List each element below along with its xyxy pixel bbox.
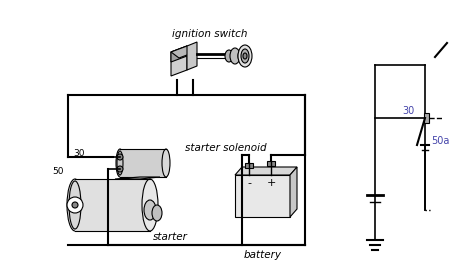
Ellipse shape: [162, 149, 170, 177]
Text: 30: 30: [403, 106, 415, 116]
Ellipse shape: [152, 205, 162, 221]
Ellipse shape: [144, 200, 156, 220]
Bar: [245, 163, 253, 168]
Polygon shape: [290, 167, 297, 217]
Ellipse shape: [67, 179, 83, 231]
Text: starter: starter: [153, 232, 187, 242]
Polygon shape: [171, 46, 187, 76]
Text: 50: 50: [53, 167, 64, 176]
Ellipse shape: [116, 149, 124, 177]
Polygon shape: [171, 46, 195, 58]
Circle shape: [117, 154, 123, 160]
Circle shape: [67, 197, 83, 213]
Text: +: +: [266, 178, 276, 188]
Ellipse shape: [243, 53, 247, 59]
Circle shape: [72, 202, 78, 208]
Text: starter solenoid: starter solenoid: [185, 143, 266, 153]
Text: -: -: [247, 178, 251, 188]
Bar: [267, 161, 275, 166]
Ellipse shape: [230, 48, 240, 64]
Ellipse shape: [117, 151, 123, 175]
Bar: [235, 175, 290, 217]
Ellipse shape: [69, 181, 81, 229]
Ellipse shape: [238, 51, 244, 61]
Bar: [120, 149, 166, 177]
Ellipse shape: [238, 45, 252, 67]
Ellipse shape: [225, 50, 233, 62]
Text: 50a: 50a: [431, 136, 449, 146]
Ellipse shape: [142, 179, 158, 231]
Text: 30: 30: [73, 149, 84, 158]
Polygon shape: [171, 46, 187, 62]
Text: ignition switch: ignition switch: [172, 29, 248, 39]
Polygon shape: [235, 167, 297, 175]
Circle shape: [117, 166, 123, 172]
Text: battery: battery: [244, 250, 282, 260]
Bar: [75, 179, 150, 231]
Polygon shape: [187, 42, 197, 70]
Bar: [424, 113, 429, 123]
Polygon shape: [115, 177, 160, 179]
Ellipse shape: [241, 49, 249, 63]
